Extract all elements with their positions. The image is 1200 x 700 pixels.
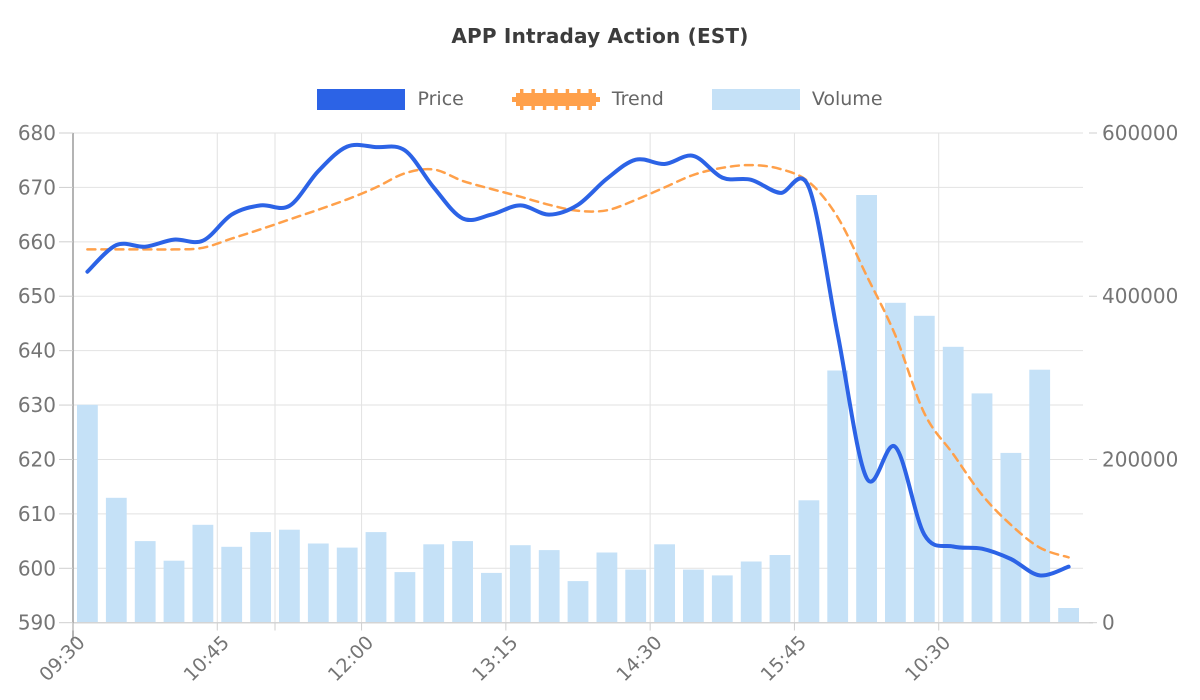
volume-bar bbox=[567, 581, 589, 623]
volume-bar bbox=[740, 561, 762, 623]
y-left-label: 670 bbox=[18, 175, 56, 199]
volume-bar bbox=[596, 552, 618, 623]
x-tick-label: 14:30 bbox=[612, 632, 666, 686]
volume-bar bbox=[885, 302, 906, 623]
volume-bar bbox=[221, 546, 243, 623]
volume-bar bbox=[942, 346, 964, 623]
price-line bbox=[85, 142, 1071, 578]
volume-bar bbox=[134, 541, 156, 623]
y-left-label: 650 bbox=[18, 284, 56, 308]
chart-title: APP Intraday Action (EST) bbox=[451, 24, 749, 48]
volume-bar bbox=[683, 569, 704, 623]
volume-bar bbox=[394, 572, 416, 623]
volume-bar bbox=[856, 195, 877, 623]
y-right-label: 0 bbox=[1102, 611, 1115, 635]
legend-swatch-volume bbox=[711, 88, 800, 110]
volume-bar bbox=[163, 560, 185, 623]
volume-bar bbox=[336, 547, 358, 623]
volume-bar bbox=[538, 550, 560, 623]
legend-item-trend[interactable]: Trend bbox=[511, 88, 664, 110]
y-right-axis-labels: 0 200000 400000 600000 bbox=[1089, 121, 1178, 635]
x-tick-label: 09:30 bbox=[35, 632, 89, 686]
volume-bar bbox=[1058, 608, 1079, 623]
volume-bar bbox=[250, 532, 271, 623]
volume-bar bbox=[827, 370, 849, 623]
y-left-label: 640 bbox=[18, 339, 56, 363]
volume-bar bbox=[279, 529, 300, 623]
y-left-label: 620 bbox=[18, 447, 56, 471]
y-left-axis-labels: 680 670 660 650 640 630 620 610 600 590 bbox=[18, 121, 73, 635]
legend-label-volume: Volume bbox=[811, 88, 883, 110]
volume-bar bbox=[423, 544, 445, 623]
volume-bar bbox=[77, 404, 98, 623]
volume-bar bbox=[769, 555, 791, 623]
volume-bar bbox=[798, 500, 820, 623]
y-right-label: 600000 bbox=[1102, 121, 1178, 145]
legend-item-price[interactable]: Price bbox=[317, 88, 464, 110]
y-right-label: 200000 bbox=[1102, 447, 1178, 471]
x-tick-label: 10:30 bbox=[901, 632, 955, 686]
legend-swatch-trend bbox=[511, 88, 600, 110]
y-left-label: 610 bbox=[18, 502, 56, 526]
volume-bar bbox=[365, 532, 387, 623]
x-tick-label: 12:00 bbox=[324, 632, 378, 686]
volume-bar bbox=[509, 545, 531, 623]
legend-item-volume[interactable]: Volume bbox=[711, 88, 883, 110]
x-axis-labels: 09:30 10:45 12:00 13:15 14:30 15:45 10:30 bbox=[35, 632, 955, 686]
legend-swatch-price bbox=[317, 88, 406, 110]
volume-bar bbox=[625, 569, 647, 623]
volume-bar bbox=[913, 315, 935, 623]
volume-bar bbox=[1029, 369, 1051, 623]
y-left-label: 660 bbox=[18, 230, 56, 254]
legend-label-price: Price bbox=[417, 88, 464, 110]
volume-bar bbox=[105, 497, 127, 623]
volume-bar bbox=[711, 575, 733, 623]
axes-layer bbox=[72, 133, 1093, 641]
trend-line bbox=[86, 163, 1070, 559]
y-left-label: 590 bbox=[18, 611, 56, 635]
x-tick-label: 10:45 bbox=[180, 632, 234, 686]
chart-legend: Price Trend Volume bbox=[0, 88, 1200, 110]
volume-bar bbox=[452, 541, 473, 623]
volume-bar bbox=[654, 544, 675, 623]
volume-bars bbox=[77, 195, 1079, 623]
volume-bar bbox=[481, 572, 502, 623]
y-left-label: 680 bbox=[18, 121, 56, 145]
y-left-label: 630 bbox=[18, 393, 56, 417]
x-tick-label: 15:45 bbox=[757, 632, 811, 686]
y-right-label: 400000 bbox=[1102, 284, 1178, 308]
volume-bar bbox=[307, 543, 329, 623]
volume-bar bbox=[1000, 452, 1022, 623]
volume-bar bbox=[192, 524, 214, 623]
y-left-label: 600 bbox=[18, 556, 56, 580]
x-tick-label: 13:15 bbox=[468, 632, 522, 686]
volume-bar bbox=[971, 393, 993, 623]
legend-label-trend: Trend bbox=[611, 88, 664, 110]
